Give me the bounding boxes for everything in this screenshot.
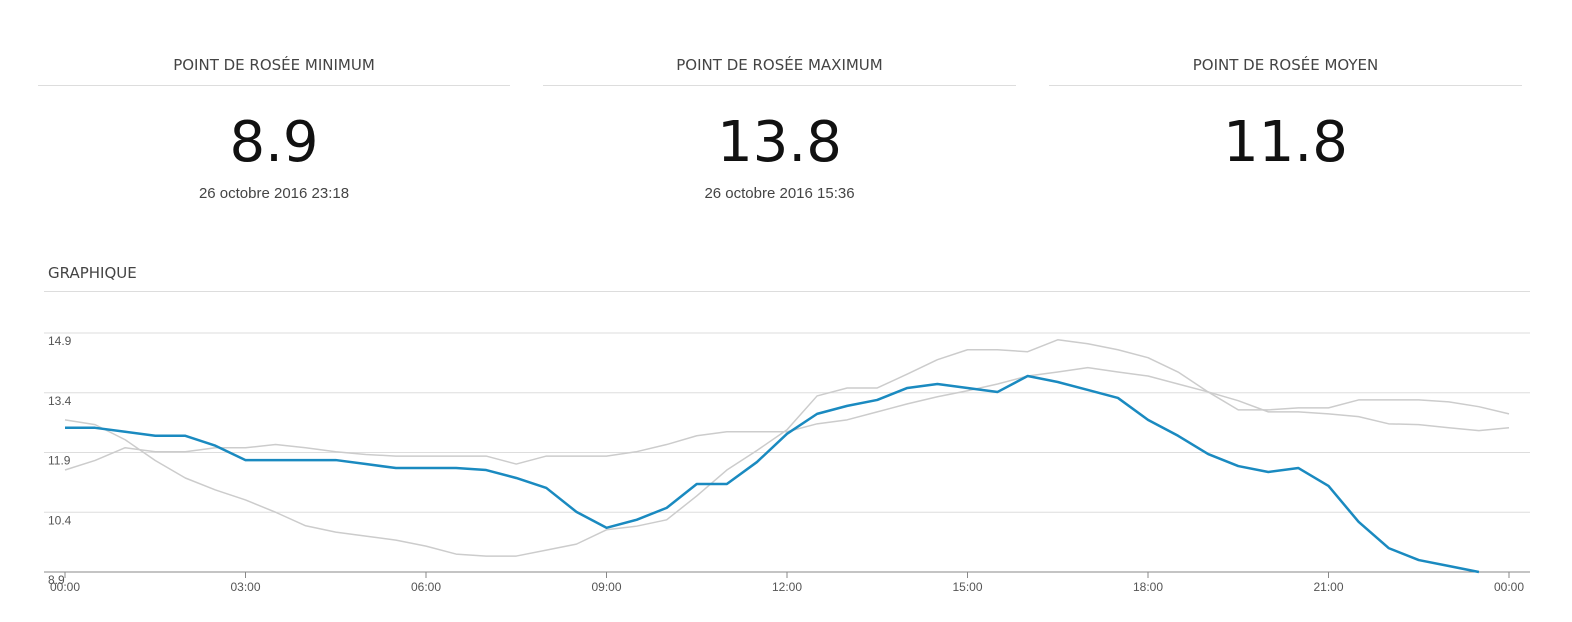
y-tick-label: 11.9 — [48, 454, 71, 468]
stat-value: 13.8 — [717, 110, 842, 175]
x-tick-label: 09:00 — [591, 580, 621, 594]
x-tick-label: 15:00 — [952, 580, 982, 594]
line-series — [64, 339, 1510, 557]
line-series — [65, 374, 1480, 574]
stat-value: 8.9 — [229, 110, 318, 175]
x-tick-label: 21:00 — [1313, 580, 1343, 594]
y-tick-label: 14.9 — [48, 334, 72, 348]
y-tick-label: 8.9 — [48, 573, 65, 587]
y-tick-label: 10.4 — [48, 513, 72, 527]
stat-date: 26 octobre 2016 23:18 — [199, 185, 349, 202]
section-title: GRAPHIQUE — [48, 264, 137, 282]
stat-value: 11.8 — [1223, 110, 1348, 175]
stat-date: 26 octobre 2016 15:36 — [704, 185, 854, 202]
x-tick-label: 00:00 — [50, 580, 80, 594]
stat-title: POINT DE ROSÉE MINIMUM — [173, 55, 375, 74]
x-tick-label: 03:00 — [230, 580, 260, 594]
x-tick-label: 18:00 — [1133, 580, 1163, 594]
line-series — [64, 366, 1510, 471]
x-tick-label: 00:00 — [1494, 580, 1524, 594]
x-tick-label: 12:00 — [772, 580, 802, 594]
y-tick-label: 13.4 — [48, 394, 72, 408]
stat-title: POINT DE ROSÉE MAXIMUM — [676, 55, 882, 74]
stat-title: POINT DE ROSÉE MOYEN — [1193, 55, 1379, 74]
x-tick-label: 06:00 — [411, 580, 441, 594]
